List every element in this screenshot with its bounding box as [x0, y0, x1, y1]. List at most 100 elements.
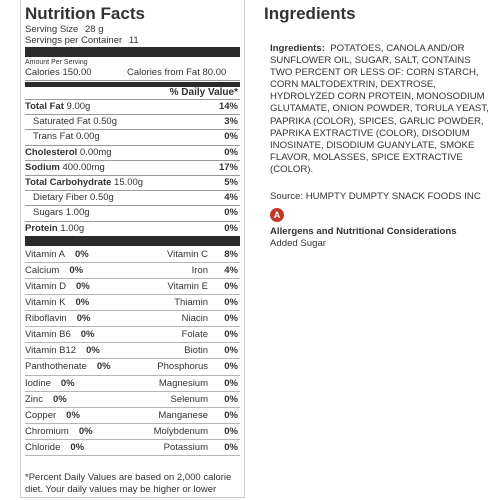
nutrient-label: Protein [25, 222, 58, 234]
nutrient-row: Sodium 400.00mg 17% [25, 161, 240, 177]
vitamin-row: Copper 0% Manganese 0% [25, 408, 240, 424]
nutrient-row: Dietary Fiber 0.50g 4% [25, 191, 240, 207]
nutrient-row: Total Fat 9.00g 14% [25, 100, 240, 116]
calories-row: Calories 150.00 Calories from Fat 80.00 [25, 67, 240, 81]
allergen-title: Allergens and Nutritional Considerations [270, 226, 457, 238]
daily-value-footnote: *Percent Daily Values are based on 2,000… [25, 472, 232, 497]
nutrient-row: Protein 1.00g 0% [25, 222, 240, 236]
mineral-daily-value: 8% [224, 248, 238, 260]
nutrient-daily-value: 0% [224, 207, 238, 219]
mineral-daily-value: 0% [224, 377, 238, 389]
nutrient-amount: 0.50g [90, 192, 114, 204]
nutrient-amount: 0.00g [75, 131, 100, 143]
nutrient-label: Saturated Fat [33, 116, 91, 128]
vitamin-row: Riboflavin 0% Niacin 0% [25, 311, 240, 328]
ingredients-text: Ingredients: POTATOES, CANOLA AND/OR SUN… [270, 43, 492, 176]
calories-label: Calories [25, 67, 60, 78]
serving-size-value: 28 g [84, 24, 104, 35]
mineral-name: Phosphorus [157, 361, 208, 373]
nutrient-label: Sugars [33, 207, 64, 219]
vitamin-row: Zinc 0% Selenum 0% [25, 392, 240, 408]
mineral-name: Biotin [184, 345, 208, 357]
vitamin-name: Vitamin K [25, 297, 66, 309]
serving-size-label: Serving Size [25, 24, 79, 35]
vitamin-name: Zinc [25, 393, 43, 405]
mineral-daily-value: 0% [224, 313, 238, 325]
nutrient-label: Cholesterol [25, 146, 78, 158]
mineral-daily-value: 0% [224, 393, 238, 405]
vitamin-daily-value: 0% [76, 313, 91, 325]
ingredients-list: POTATOES, CANOLA AND/OR SUNFLOWER OIL, S… [270, 43, 489, 175]
calories-fat-label: Calories from Fat [127, 67, 200, 78]
vitamin-daily-value: 0% [70, 441, 85, 453]
nutrient-daily-value: 0% [224, 131, 238, 143]
vitamin-mineral-list: Vitamin A 0% Vitamin C 8% Calcium 0% Iron 4% Vit… [25, 247, 240, 457]
vitamin-name: Riboflavin [25, 313, 67, 325]
nutrient-name: Dietary Fiber 0.50g [25, 191, 114, 205]
daily-value-header: % Daily Value* [25, 87, 240, 100]
vitamin-daily-value: 0% [80, 329, 95, 341]
nutrient-name: Total Fat 9.00g [25, 100, 90, 114]
mineral-daily-value: 0% [224, 409, 238, 421]
mineral-daily-value: 0% [224, 361, 238, 373]
vitamin-name: Iodine [25, 377, 51, 389]
mineral-name: Magnesium [158, 377, 208, 389]
vitamin-row: Vitamin A 0% Vitamin C 8% [25, 247, 240, 263]
mineral-name: Manganese [158, 409, 208, 421]
mineral-name: Iron [191, 264, 208, 276]
mineral-name: Potassium [163, 441, 208, 453]
nutrient-row: Trans Fat 0.00g 0% [25, 130, 240, 146]
vitamin-row: Vitamin B6 0% Folate 0% [25, 327, 240, 344]
divider-thick-2 [25, 235, 240, 246]
mineral-daily-value: 0% [224, 329, 238, 341]
nutrient-daily-value: 4% [224, 192, 238, 204]
vitamin-row: Chloride 0% Potassium 0% [25, 440, 240, 457]
vitamin-row: Vitamin K 0% Thiamin 0% [25, 295, 240, 312]
nutrition-facts-title: Nutrition Facts [25, 4, 145, 23]
vitamin-daily-value: 0% [86, 345, 100, 357]
nutrient-daily-value: 0% [224, 146, 238, 158]
mineral-name: Folate [181, 329, 208, 341]
vitamin-row: Panthothenate 0% Phosphorus 0% [25, 359, 240, 376]
vitamin-daily-value: 0% [74, 248, 89, 260]
ingredients-title: Ingredients [264, 4, 356, 23]
mineral-name: Selenum [170, 393, 209, 405]
mineral-daily-value: 0% [224, 441, 238, 453]
ingredients-panel: Ingredients Ingredients: POTATOES, CANOL… [264, 0, 500, 500]
vitamin-row: Chromium 0% Molybdenum 0% [25, 424, 240, 440]
vitamin-name: Vitamin D [25, 281, 67, 293]
vitamin-daily-value: 0% [75, 297, 90, 309]
nutrient-name: Cholesterol 0.00mg [25, 146, 112, 160]
ingredients-label: Ingredients: [270, 43, 325, 54]
source-text: Source: HUMPTY DUMPTY SNACK FOODS INC [270, 191, 481, 203]
nutrient-daily-value: 14% [218, 101, 238, 112]
mineral-daily-value: 4% [224, 264, 238, 276]
serving-size: Serving Size 28 g [25, 24, 240, 35]
nutrient-list: Total Fat 9.00g 14% Saturated Fat 0.50g 3% T… [25, 100, 240, 236]
nutrient-amount: 0.50g [93, 116, 117, 128]
vitamin-daily-value: 0% [60, 377, 75, 389]
vitamin-daily-value: 0% [69, 264, 84, 276]
mineral-daily-value: 0% [224, 281, 238, 293]
nutrient-daily-value: 5% [224, 177, 238, 189]
mineral-name: Vitamin E [167, 281, 208, 293]
mineral-daily-value: 0% [224, 297, 238, 309]
vitamin-daily-value: 0% [76, 281, 90, 293]
vitamin-name: Vitamin B12 [25, 345, 77, 357]
nutrient-amount: 15.00g [114, 177, 144, 189]
amount-per-serving: Amount Per Serving [25, 59, 88, 66]
nutrient-name: Saturated Fat 0.50g [25, 115, 117, 129]
nutrient-daily-value: 0% [224, 222, 238, 234]
nutrient-amount: 9.00g [66, 101, 91, 112]
servings-label: Servings per Container [25, 35, 123, 46]
divider-medium [25, 82, 240, 87]
vitamin-daily-value: 0% [78, 425, 93, 437]
nutrient-name: Total Carbohydrate 15.00g [25, 176, 143, 190]
nutrient-daily-value: 17% [218, 161, 238, 173]
nutrient-name: Sugars 1.00g [25, 206, 90, 220]
nutrient-row: Cholesterol 0.00mg 0% [25, 146, 240, 161]
nutrient-amount: 1.00g [60, 222, 85, 234]
nutrient-label: Total Carbohydrate [25, 177, 112, 189]
mineral-name: Molybdenum [153, 425, 208, 437]
nutrient-label: Sodium [25, 161, 60, 173]
